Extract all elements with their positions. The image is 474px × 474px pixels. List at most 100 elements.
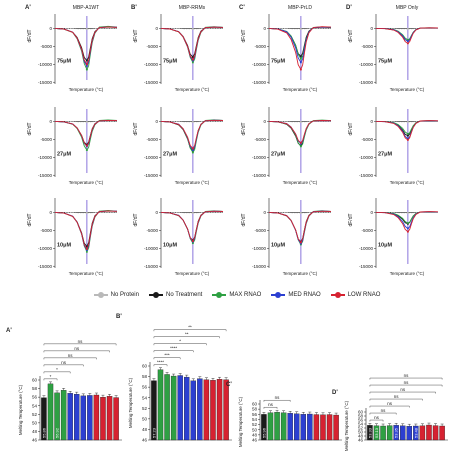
series-point [191,211,194,214]
series-point [406,40,409,43]
y-tick-label: 0 [263,26,266,31]
legend-label: MED RNAO [288,292,321,298]
series-point [406,38,409,41]
y-tick-label: -15000 [38,80,53,85]
y-tick-label: -15000 [359,264,374,269]
y-tick-label: 52 [142,406,148,411]
bar-value-label: 55.86 [41,427,46,438]
x-axis-label: Temperature (°C) [283,87,318,92]
series-line-max-rnao [268,210,332,246]
legend-marker [275,292,282,298]
panel-letter: B' [116,314,122,320]
series-line-no-treatment [268,210,332,243]
series-line-low-rnao [268,210,332,244]
bar [287,413,293,441]
y-tick-label: -15000 [252,80,267,85]
series-line-no-treatment [160,210,224,242]
y-tick-label: -10000 [252,62,267,67]
y-tick-label: -5000 [361,228,373,233]
significance-label: *** [164,353,170,358]
bar [87,395,93,441]
significance-label: ns [61,360,67,365]
y-tick-label: 56 [252,412,258,417]
bar [190,380,197,441]
series-line-max-rnao [375,211,439,224]
series-point [406,42,409,45]
series-point [85,65,88,68]
series-line-max-rnao [268,26,332,60]
series-point [406,227,409,230]
bar [210,380,216,441]
bar [313,414,320,441]
legend-marker [334,292,341,298]
x-axis-label: Temperature (°C) [390,180,425,185]
series-point [299,141,302,144]
significance-label: ns [74,346,80,351]
y-tick-label: -5000 [40,228,52,233]
legend-marker [152,292,159,298]
panel-letter: B' [131,5,137,11]
series-line-low-rnao [160,210,224,242]
bar [274,412,280,441]
y-tick-label: -15000 [144,264,159,269]
x-axis-label: Temperature (°C) [390,271,425,276]
bar [74,393,80,441]
series-line-low-rnao [375,27,439,44]
y-axis-label: dF/dT [241,122,247,135]
y-tick-label: 60 [252,402,258,407]
bar [113,397,119,441]
y-tick-label: -10000 [38,155,53,160]
legend-item: No Protein [93,292,139,298]
y-axis-label: Melting Temperature (°C) [128,377,133,428]
y-axis-label: dF/dT [27,122,33,135]
y-tick-label: -15000 [38,264,53,269]
y-tick-label: 58 [32,386,38,391]
y-axis-label: dF/dT [348,213,354,226]
bar [439,425,445,441]
y-tick-label: 50 [142,416,148,421]
bar-value-label: 53.33 [367,427,372,438]
bar [320,414,326,441]
legend-swatch [212,292,227,298]
y-tick-label: 50 [32,420,38,425]
significance-label: ns [268,402,274,407]
concentration-label: 75μM [271,58,285,64]
significance-label: * [56,367,58,372]
series-point [406,27,409,30]
y-tick-label: -5000 [146,44,158,49]
y-tick-label: -10000 [359,246,374,251]
y-tick-label: 50 [358,430,364,435]
series-point [299,57,302,60]
series-point [191,240,194,243]
y-tick-label: -5000 [146,137,158,142]
legend-label: MAX RNAO [229,292,262,298]
legend-swatch [271,292,286,298]
series-point [299,68,302,71]
y-tick-label: -5000 [40,44,52,49]
concentration-label: 27μM [57,151,71,157]
x-axis-label: Temperature (°C) [390,87,425,92]
series-point [191,58,194,61]
concentration-label: 27μM [163,151,177,157]
series-point [85,144,88,147]
y-tick-label: -15000 [359,173,374,178]
bar [67,393,73,441]
bar [400,425,406,441]
y-tick-label: 54 [32,403,38,408]
y-tick-label: 54 [358,422,364,427]
bar [426,424,432,441]
bar [300,414,307,441]
y-tick-label: 0 [370,26,373,31]
series-line-low-rnao [268,120,332,144]
y-axis-label: dF/dT [348,122,354,135]
bar [47,383,54,441]
series-line-low-rnao [375,120,439,141]
x-axis-label: Temperature (°C) [69,180,104,185]
series-point [299,27,302,30]
series-line-low-rnao [268,26,332,71]
bar [177,375,183,441]
significance-label: **** [157,360,164,365]
y-tick-label: 48 [142,427,148,432]
series-point [299,211,302,214]
bar [197,378,203,441]
